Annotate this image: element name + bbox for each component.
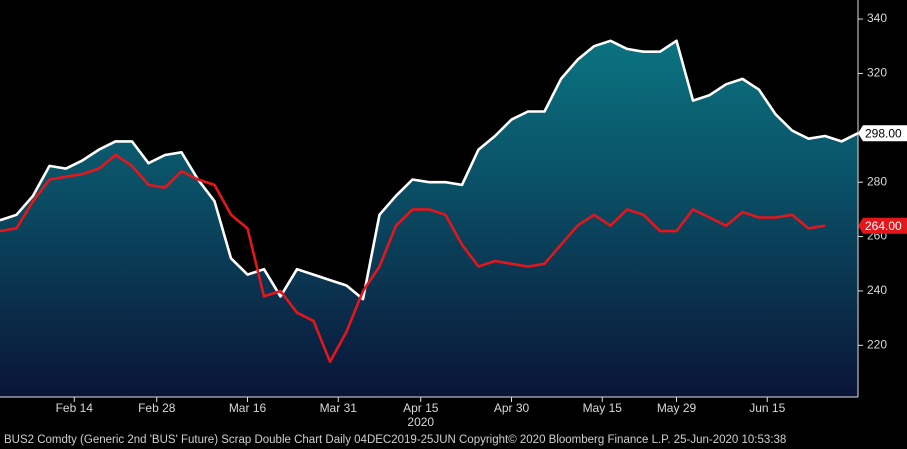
last-value-label: 264.00 [865,219,902,233]
y-tick-label: 240 [867,283,887,297]
y-tick-label: 220 [867,338,887,352]
x-tick-label: May 29 [657,401,697,415]
last-value-marker [858,217,907,234]
footer: BUS2 Comdty (Generic 2nd 'BUS' Future) S… [4,434,786,446]
x-tick-label: Apr 15 [403,401,439,415]
last-value-marker [858,125,907,142]
x-tick-label: Mar 16 [229,401,267,415]
x-tick-label: Feb 28 [138,401,176,415]
x-tick-label: Feb 14 [56,401,94,415]
y-tick-label: 320 [867,66,887,80]
x-tick-label: Apr 30 [494,401,530,415]
x-year-label: 2020 [407,415,434,429]
x-tick-label: Jun 15 [749,401,785,415]
x-tick-label: May 15 [583,401,623,415]
line [0,39,859,301]
y-tick-label: 340 [867,11,887,25]
last-value-label: 298.00 [865,126,902,140]
y-tick-label: 280 [867,174,887,188]
area [0,40,858,398]
x-tick-label: Mar 31 [320,401,358,415]
line [0,153,826,363]
